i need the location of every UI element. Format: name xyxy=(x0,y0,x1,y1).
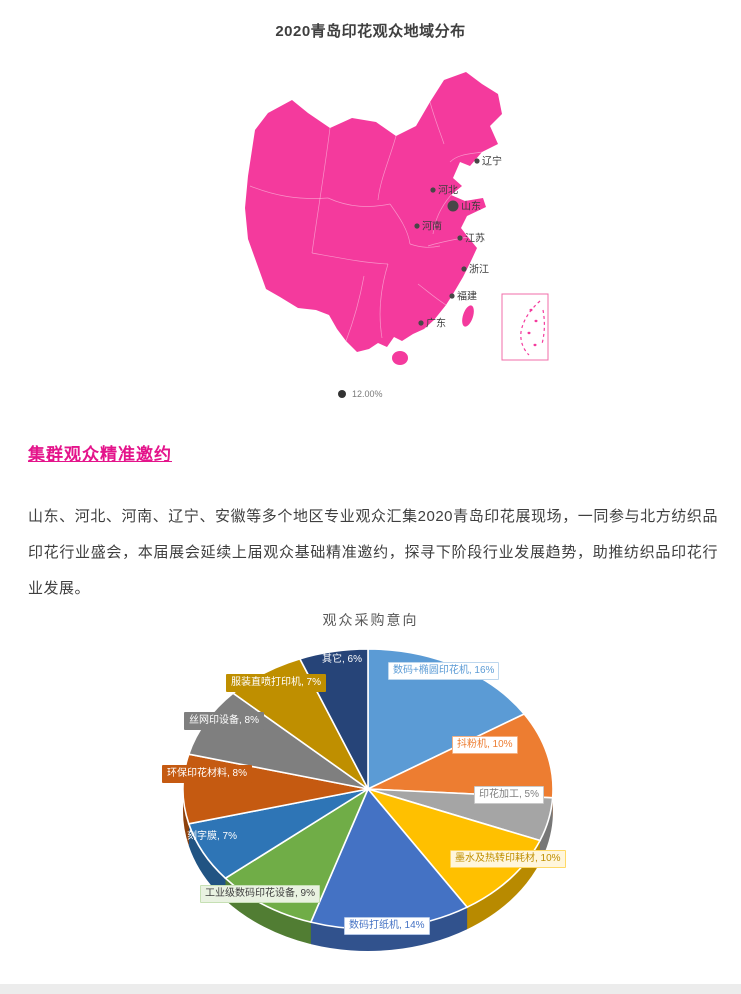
map-marker-dot xyxy=(461,266,467,272)
pie-label: 数码打纸机, 14% xyxy=(344,917,430,935)
section-heading-link[interactable]: 集群观众精准邀约 xyxy=(28,445,172,464)
map-chart-title: 2020青岛印花观众地域分布 xyxy=(275,23,466,40)
pie-label: 抖粉机, 10% xyxy=(452,736,518,754)
map-marker-dot xyxy=(447,200,459,212)
taiwan-island-shape xyxy=(462,305,474,327)
map-marker-dot xyxy=(418,320,424,326)
pie-label: 数码+椭圆印花机, 16% xyxy=(388,662,500,680)
pie-label: 工业级数码印花设备, 9% xyxy=(200,885,321,903)
pie-label: 印花加工, 5% xyxy=(474,786,545,804)
pie-label: 环保印花材料, 8% xyxy=(162,765,253,783)
pie-chart-canvas xyxy=(182,648,554,952)
south-china-sea-inset xyxy=(501,293,549,361)
map-marker-dot xyxy=(449,293,455,299)
pie-slice xyxy=(188,823,226,901)
pie-label: 其它, 6% xyxy=(322,654,363,665)
map-marker-dot xyxy=(457,235,463,241)
legend-value: 12.00% xyxy=(352,389,383,399)
map-marker-label: 山东 xyxy=(461,200,481,213)
china-mainland-shape xyxy=(245,72,502,352)
page-bottom-strip xyxy=(0,984,741,994)
map-marker-dot xyxy=(474,158,480,164)
pie-label: 丝网印设备, 8% xyxy=(184,712,265,730)
pie-slice xyxy=(365,787,542,909)
map-marker-label: 浙江 xyxy=(469,264,489,276)
map-legend: 12.00% xyxy=(338,389,383,399)
legend-dot-icon xyxy=(338,390,346,398)
pie-slice xyxy=(183,789,189,846)
map-marker-label: 江苏 xyxy=(465,232,485,245)
pie-label: 刻字膜, 7% xyxy=(187,831,238,842)
province-borders xyxy=(249,101,483,342)
pie-slice xyxy=(367,712,554,799)
pie-label: 墨水及热转印耗材, 10% xyxy=(450,850,566,868)
map-marker-label: 河北 xyxy=(438,185,458,197)
pie-chart: 数码+椭圆印花机, 16% 抖粉机, 10% 印花加工, 5% 墨水及热转印耗材, 1… xyxy=(0,600,741,984)
map-marker-dot xyxy=(430,187,436,193)
map-marker-label: 辽宁 xyxy=(482,155,502,168)
hainan-island-shape xyxy=(392,351,408,365)
pie-label: 服装直喷打印机, 7% xyxy=(226,674,327,692)
article-paragraph: 山东、河北、河南、辽宁、安徽等多个地区专业观众汇集2020青岛印花展现场，一同参… xyxy=(28,508,718,597)
map-marker-dot xyxy=(414,223,420,229)
map-marker-label: 广东 xyxy=(426,317,446,330)
pie-chart-title: 观众采购意向 xyxy=(322,612,419,628)
map-marker-label: 福建 xyxy=(457,290,477,303)
map-marker-label: 河南 xyxy=(422,220,442,233)
pie-slice xyxy=(225,878,311,945)
pie-slice xyxy=(540,797,553,863)
